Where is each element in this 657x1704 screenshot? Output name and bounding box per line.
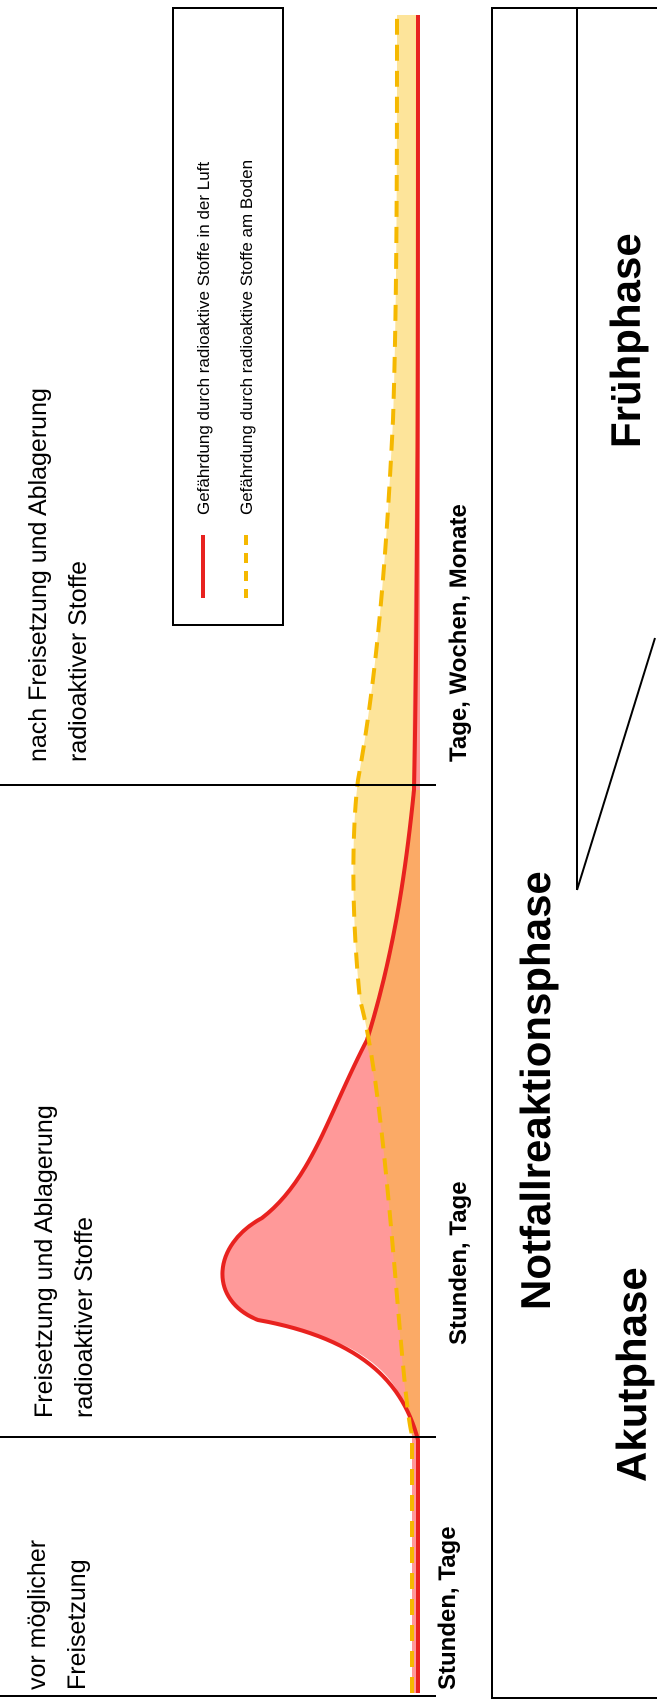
phase-1-time: Stunden, Tage <box>434 1526 461 1690</box>
phase-1-line2: Freisetzung <box>63 1559 91 1690</box>
phase-3-time: Tage, Wochen, Monate <box>445 504 472 762</box>
phase-1-line1: vor möglicher <box>23 1540 51 1690</box>
phase-3-line1: nach Freisetzung und Ablagerung <box>24 388 52 762</box>
overlap-area <box>365 790 420 1435</box>
phase-2-line1: Freisetzung und Ablagerung <box>30 1105 58 1418</box>
ground-hazard-line <box>351 14 414 1693</box>
phase-2-line2: radioaktiver Stoffe <box>70 1217 98 1418</box>
hazard-curves <box>220 14 420 1693</box>
phase-3-line2: radioaktiver Stoffe <box>64 561 92 762</box>
legend-air-label: Gefährdung durch radioaktive Stoffe in d… <box>194 162 213 515</box>
phase-2-time: Stunden, Tage <box>445 1181 472 1345</box>
panel-diagonal <box>576 637 656 891</box>
legend: Gefährdung durch radioaktive Stoffe in d… <box>172 7 284 626</box>
akutphase-label: Akutphase <box>608 1267 655 1482</box>
air-hazard-area <box>222 15 420 1693</box>
fruehphase-label: Frühphase <box>602 233 649 448</box>
notfallreaktionsphase-label: Notfallreaktionsphase <box>512 871 559 1310</box>
air-hazard-line <box>220 14 420 1693</box>
panel-frame <box>491 7 657 1699</box>
response-phase-panel: Notfallreaktionsphase Akutphase Frühphas… <box>491 7 657 1699</box>
legend-ground-label: Gefährdung durch radioaktive Stoffe am B… <box>237 160 256 515</box>
legend-box <box>172 7 284 626</box>
